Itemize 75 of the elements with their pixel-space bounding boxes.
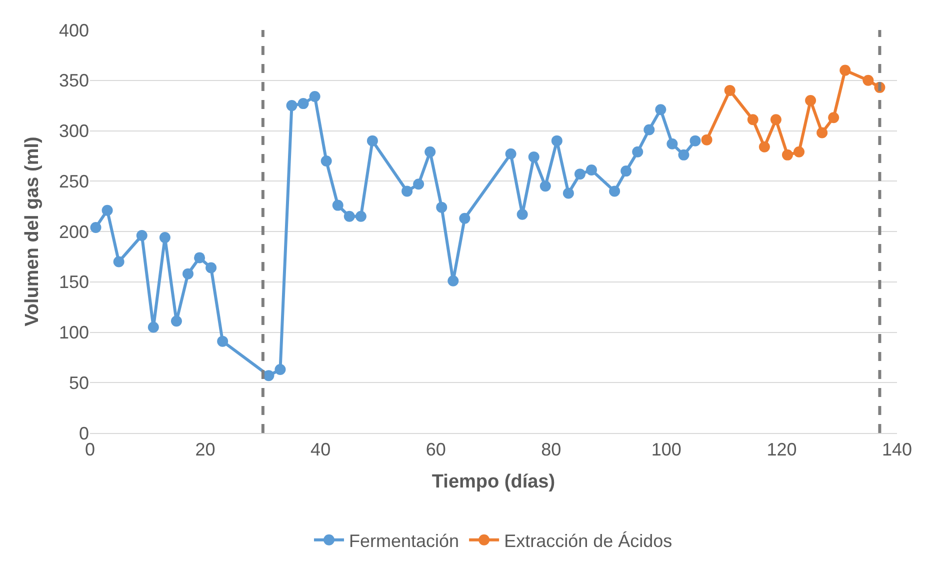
point [505,148,516,160]
point [678,149,690,160]
y-tick-label: 100 [58,322,89,343]
point [170,316,182,327]
point [263,370,274,382]
point [274,364,286,376]
y-tick-label: 400 [58,20,89,40]
x-axis-title: Tiempo (días) [432,471,556,492]
point [355,210,366,222]
y-tick-label: 250 [58,171,89,192]
y-tick-label: 300 [58,121,89,142]
point [551,135,562,146]
x-tick-label: 120 [766,440,797,460]
point [309,91,320,102]
point [644,124,655,136]
point [782,149,793,160]
point [862,74,874,86]
point [528,151,540,162]
y-tick-label: 350 [58,70,89,91]
point [816,127,828,138]
point [402,186,413,197]
point [344,210,355,222]
x-tick-label: 140 [882,440,912,460]
point [701,134,712,146]
x-tick-label: 100 [651,440,682,460]
point [459,212,470,224]
legend-label: Fermentación [349,530,460,551]
point [448,275,459,286]
point [436,202,448,213]
y-tick-label: 50 [68,372,89,393]
point [206,262,217,274]
point [655,104,666,116]
point [632,146,644,158]
point [413,178,424,190]
point [770,114,782,126]
point [516,208,528,220]
point [136,230,148,242]
point [562,188,574,199]
legend-label: Extracción de Ácidos [504,530,672,551]
point [758,141,770,152]
point [747,114,758,126]
point [540,180,551,192]
point [320,155,332,166]
point [666,138,678,150]
point [805,95,816,106]
point [182,268,194,280]
y-tick-label: 150 [58,272,89,292]
point [690,135,701,146]
point [840,64,851,76]
point [332,200,344,211]
point [366,135,378,146]
point [828,112,840,124]
x-tick-label: 60 [426,440,446,460]
point [609,186,620,197]
point [298,98,309,110]
point [113,256,124,268]
y-tick-label: 0 [78,423,89,444]
point [159,232,170,244]
x-tick-label: 80 [541,440,562,460]
point [424,146,436,158]
point [620,166,632,177]
x-tick-label: 40 [310,440,331,460]
point [574,168,586,180]
point [102,204,113,216]
point [286,100,298,112]
point [724,84,736,96]
x-tick-label: 20 [195,440,216,460]
y-tick-label: 200 [58,222,89,242]
point [148,322,159,333]
y-axis-title: Volumen del gas (ml) [22,136,43,326]
point [90,222,102,233]
point [794,146,805,158]
point [194,252,206,264]
point [586,164,597,176]
point [217,336,228,347]
